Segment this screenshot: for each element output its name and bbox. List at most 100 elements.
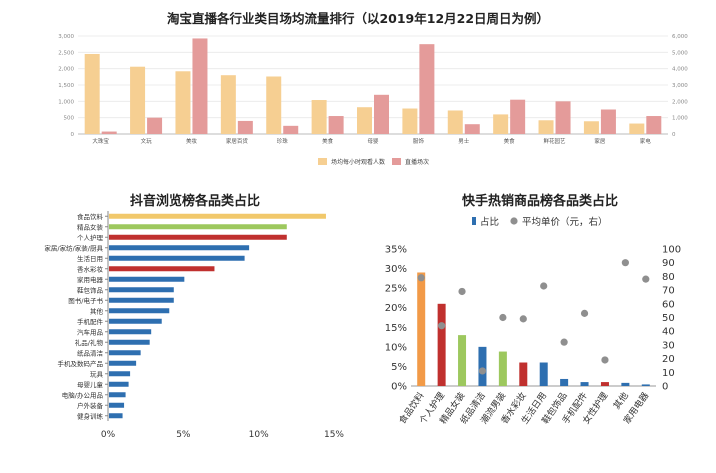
c3-point-avg-price — [499, 313, 507, 322]
chart3-title: 快手热销商品榜各品类占比 — [461, 194, 618, 209]
c2-bar — [109, 329, 152, 335]
c1-bar-sessions — [646, 116, 662, 134]
c1-left-tick-label: 2,500 — [58, 50, 74, 56]
c1-bar-sessions — [101, 131, 117, 134]
c1-category-label: 家电 — [640, 137, 652, 145]
c3-bar-share — [560, 378, 569, 386]
c3-bar-share — [478, 346, 487, 386]
c1-category-label: 鲜花园艺 — [544, 137, 567, 145]
c1-bar-sessions — [237, 120, 253, 134]
c1-bar-sessions — [147, 117, 163, 134]
c3-bar-share — [437, 303, 446, 386]
c1-legend-swatch-viewers — [318, 158, 327, 165]
c3-bar-share — [580, 382, 589, 386]
c2-bar — [109, 213, 326, 219]
c3-point-avg-price — [519, 315, 527, 323]
c1-category-label: 珍珠 — [277, 137, 289, 145]
c3-category-label: 其他 — [611, 390, 631, 412]
c3-point-avg-price — [438, 322, 446, 330]
c3-bar-share — [458, 335, 467, 386]
c3-legend-label-share: 占比 — [480, 216, 499, 228]
c2-category-label: 食品饮料 — [77, 212, 104, 221]
c1-bar-viewers — [130, 66, 146, 134]
c2-category-label: 图书/电子书 — [68, 296, 103, 305]
c3-legend-label-price: 平均单价（元，右） — [522, 216, 608, 228]
c1-bar-sessions — [192, 38, 208, 135]
c2-bar — [109, 224, 287, 230]
c1-bar-viewers — [266, 76, 282, 134]
c1-bar-sessions — [464, 124, 480, 134]
c3-right-tick-label: 30 — [662, 340, 675, 351]
c2-bar — [109, 339, 150, 345]
c2-bar — [109, 360, 137, 366]
c2-x-tick-label: 15% — [324, 430, 344, 440]
c3-left-tick-label: 0% — [391, 382, 407, 393]
c2-category-label: 电脑/办公用品 — [62, 390, 103, 399]
c3-legend-marker-price — [510, 217, 518, 225]
c1-right-tick-label: 1,000 — [672, 116, 688, 122]
c2-category-label: 玩具 — [90, 370, 104, 378]
c2-category-label: 纸品清洁 — [77, 348, 104, 357]
c1-left-tick-label: 1,500 — [58, 83, 74, 89]
c2-bar — [109, 276, 185, 282]
c2-x-tick-label: 5% — [176, 430, 191, 440]
c2-category-label: 家居/家纺/家装/厨具 — [44, 243, 103, 252]
c3-point-avg-price — [642, 275, 650, 283]
svg-text:其他: 其他 — [611, 390, 631, 412]
c1-right-tick-label: 5,000 — [672, 50, 688, 56]
c1-bar-viewers — [175, 71, 191, 134]
c1-left-tick-label: 1,000 — [58, 99, 74, 105]
c2-bar — [109, 381, 129, 387]
c1-category-label: 家居百货 — [226, 137, 249, 145]
c3-left-tick-label: 25% — [385, 284, 407, 295]
c1-bar-sessions — [283, 125, 299, 134]
c2-category-label: 精品女装 — [77, 222, 104, 231]
c3-left-tick-label: 30% — [385, 264, 407, 275]
c1-right-tick-label: 0 — [672, 132, 676, 138]
c3-right-tick-label: 70 — [662, 286, 675, 297]
c2-x-tick-label: 0% — [101, 430, 116, 440]
c2-bar — [109, 266, 215, 272]
c1-legend-label-viewers: 场均每小时观看人数 — [331, 158, 385, 166]
c3-left-tick-label: 10% — [385, 342, 407, 353]
c3-right-tick-label: 0 — [662, 382, 668, 393]
c1-category-label: 美食 — [322, 137, 334, 145]
c3-right-tick-label: 10 — [662, 368, 675, 379]
c2-bar — [109, 350, 141, 356]
c1-legend-swatch-sessions — [392, 158, 401, 165]
c3-bar-share — [539, 362, 548, 386]
c2-category-label: 个人护理 — [77, 233, 104, 242]
c1-category-label: 服饰 — [413, 137, 425, 145]
c1-bar-sessions — [374, 94, 389, 134]
c1-category-label: 大珠宝 — [92, 137, 109, 145]
c2-category-label: 手机及数码产品 — [58, 359, 104, 368]
c2-category-label: 家用电器 — [77, 275, 104, 284]
c3-right-tick-label: 40 — [662, 327, 675, 338]
c3-right-tick-label: 20 — [662, 354, 675, 365]
c1-left-tick-label: 3,000 — [58, 34, 74, 40]
c3-right-tick-label: 80 — [662, 272, 675, 283]
c2-bar — [109, 413, 123, 419]
c3-bar-share — [498, 351, 507, 386]
c3-right-tick-label: 100 — [662, 245, 681, 256]
c2-category-label: 生活日用 — [77, 254, 103, 263]
c2-bar — [109, 234, 287, 240]
c2-category-label: 户外装备 — [77, 401, 104, 410]
c2-category-label: 香水彩妆 — [77, 264, 104, 273]
c1-bar-sessions — [328, 116, 344, 134]
c2-bar — [109, 308, 170, 314]
c2-category-label: 汽车用品 — [77, 327, 103, 336]
c3-left-tick-label: 5% — [391, 362, 407, 373]
c3-bar-share — [621, 382, 630, 386]
c1-bar-viewers — [493, 114, 509, 134]
c2-bar — [109, 297, 174, 303]
c2-bar — [109, 318, 162, 324]
c3-left-tick-label: 15% — [385, 323, 407, 334]
c3-right-tick-label: 90 — [662, 258, 675, 269]
c1-category-label: 美食 — [504, 137, 516, 145]
c1-left-tick-label: 0 — [71, 132, 75, 138]
c1-left-tick-label: 500 — [64, 116, 75, 122]
c3-right-tick-label: 50 — [662, 313, 675, 324]
c3-point-avg-price — [417, 274, 425, 282]
c1-bar-viewers — [538, 120, 554, 134]
